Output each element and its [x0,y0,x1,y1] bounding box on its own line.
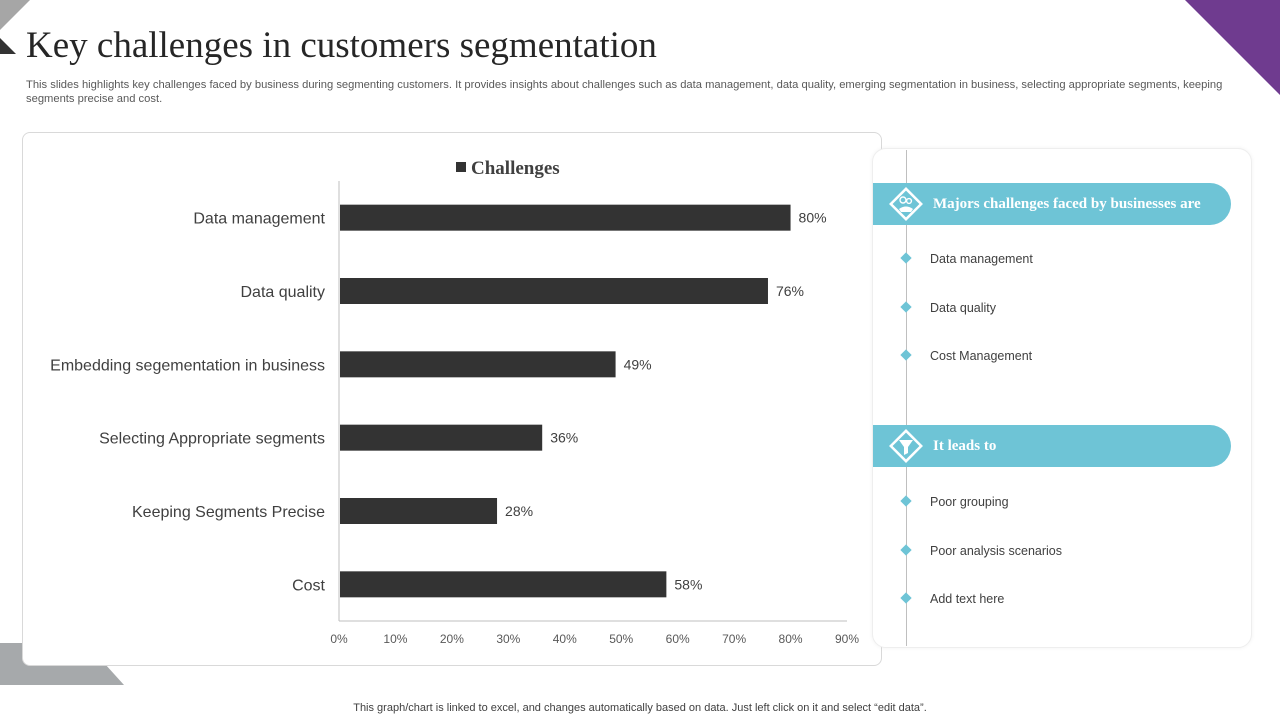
data-label: 49% [624,356,652,372]
challenges-summary-panel [872,148,1252,648]
page-title: Key challenges in customers segmentation [26,25,657,66]
list-item: Data quality [930,301,997,315]
x-tick-label: 30% [496,632,520,646]
funnel-icon [889,429,923,463]
page-subtitle: This slides highlights key challenges fa… [26,79,1223,105]
corner-decoration-top-right [1185,0,1280,95]
data-label: 80% [799,210,827,226]
category-label: Selecting Appropriate segments [99,431,325,448]
data-label: 28% [505,503,533,519]
section2-header: It leads to [873,425,1231,467]
list-item: Data management [930,252,1033,266]
category-label: Embedding segementation in business [50,357,325,374]
legend-swatch [456,162,466,172]
data-label: 76% [776,283,804,299]
bar [340,498,498,524]
x-tick-label: 20% [440,632,464,646]
section1-header: Majors challenges faced by businesses ar… [873,183,1231,225]
corner-decoration-arrow [0,38,16,54]
challenges-bar-chart[interactable]: Challenges 0% 10% 20% 30% 40% 50% 60% 70% 80% 90% D… [23,133,881,665]
data-label: 58% [674,576,702,592]
list-item: Poor grouping [930,495,1009,509]
hand-gears-icon [889,187,923,221]
section2-heading: It leads to [933,438,997,454]
bar [340,278,768,304]
section1-heading: Majors challenges faced by businesses ar… [933,196,1201,212]
x-tick-label: 40% [553,632,577,646]
bar [340,424,543,451]
timeline-line [906,150,907,646]
list-item: Poor analysis scenarios [930,544,1063,558]
chart-card[interactable]: Challenges 0% 10% 20% 30% 40% 50% 60% 70% 80% 90% D… [22,132,882,666]
data-label: 36% [550,430,578,446]
bar [340,571,667,598]
category-label: Cost [292,577,325,594]
x-tick-label: 80% [779,632,803,646]
x-tick-label: 10% [383,632,407,646]
footer-note: This graph/chart is linked to excel, and… [353,702,927,714]
bar [340,204,791,231]
x-tick-label: 50% [609,632,633,646]
corner-decoration-top-left [0,0,30,30]
list-item: Cost Management [930,349,1033,363]
bar [340,351,616,378]
x-tick-label: 70% [722,632,746,646]
category-label: Data management [193,211,325,228]
x-tick-label: 90% [835,632,859,646]
chart-title: Challenges [471,158,560,179]
x-tick-label: 60% [666,632,690,646]
category-label: Data quality [241,284,326,301]
category-label: Keeping Segments Precise [132,504,325,521]
x-tick-label: 0% [330,632,348,646]
list-item: Add text here [930,592,1005,606]
